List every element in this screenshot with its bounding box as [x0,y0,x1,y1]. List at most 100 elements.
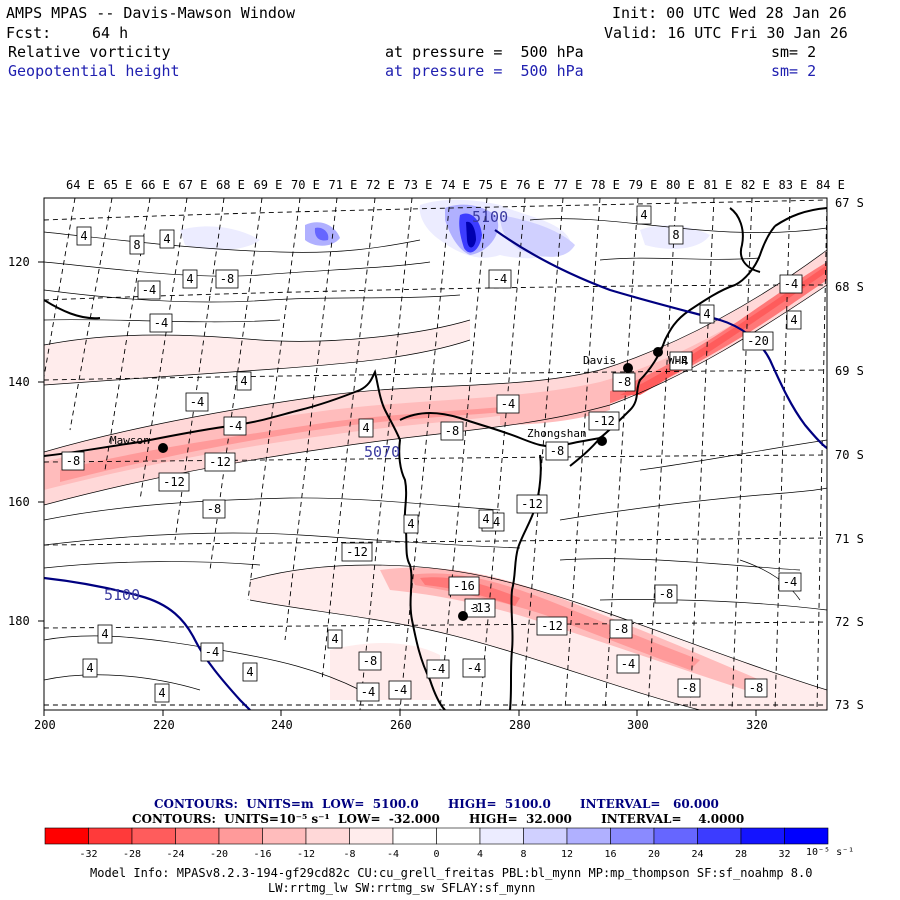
station-zhongshan: Zhongshan [527,427,607,446]
svg-text:4: 4 [331,632,338,646]
vorticity-label: -16 [448,576,480,596]
field1-level: at pressure = 500 hPa [385,43,584,61]
svg-text:-4: -4 [393,683,407,697]
svg-text:4: 4 [407,517,414,531]
height-contour-labels: 5100 5100 5070 [104,208,508,604]
colorbar-tick: 8 [520,849,526,860]
svg-text:4: 4 [790,313,797,327]
colorbar [44,827,829,845]
colorbar-swatch [436,827,481,845]
station-dot [458,611,468,621]
colorbar-tick: -12 [297,849,315,860]
colorbar-tick: 24 [691,849,703,860]
svg-text:4: 4 [482,512,489,526]
longitude-label: 67 E [179,178,208,192]
init-time: Init: 00 UTC Wed 28 Jan 26 [612,4,847,22]
vorticity-label: 4 [786,310,802,330]
vorticity-label: -4 [779,274,803,294]
vorticity-label: -12 [536,616,568,636]
forecast-hour: 64 h [92,24,129,42]
colorbar-tick: 32 [778,849,790,860]
colorbar-swatch [610,827,655,845]
vorticity-label: -12 [158,472,190,492]
svg-text:-8: -8 [617,375,631,389]
vorticity-label: -4 [185,392,209,412]
vorticity-label: -20 [742,331,774,351]
station-label: WHR [668,354,688,367]
vorticity-label: 4 [154,683,170,703]
svg-text:4: 4 [362,421,369,435]
vorticity-label: -8 [545,441,569,461]
longitude-label: 76 E [516,178,545,192]
vorticity-label: -4 [616,654,640,674]
colorbar-swatch [740,827,785,845]
plot-frame [43,197,828,711]
colorbar-swatch [131,827,176,845]
station-whr: WHR [653,347,688,367]
vorticity-label: 4 [236,371,252,391]
svg-text:4: 4 [640,208,647,222]
vorticity-label: 4 [403,514,419,534]
height-label: 5100 [104,586,140,604]
svg-text:-20: -20 [747,334,769,348]
vorticity-label: -8 [744,678,768,698]
height-contours [44,229,827,710]
vorticity-label: 4 [242,662,258,682]
svg-text:-4: -4 [493,272,507,286]
colorbar-swatch [262,827,307,845]
colorbar-tick: -16 [253,849,271,860]
longitude-label: 73 E [404,178,433,192]
height-label: 5100 [472,208,508,226]
vorticity-label: -4 [137,280,161,300]
vorticity-label: 8 [668,225,684,245]
colorbar-tick: -32 [79,849,97,860]
svg-text:-8: -8 [220,272,234,286]
longitude-label: 78 E [591,178,620,192]
station-label: Zhongshan [527,427,587,440]
svg-text:-12: -12 [163,475,185,489]
vorticity-label: -12 [588,411,620,431]
valid-time: Valid: 16 UTC Fri 30 Jan 26 [604,24,848,42]
model-info-line2: LW:rrtmg_lw SW:rrtmg_sw SFLAY:sf_mynn [268,881,536,895]
latitude-label: 69 S [835,364,864,378]
colorbar-swatch [697,827,742,845]
vorticity-contour-labels: 4 8 4 -4 4 -8 -4 4 -4 -4 -8 -12 -12 -8 4 -8 -12 -4 -8 -12 -4… [61,205,803,703]
vorticity-label: -8 [609,619,633,639]
svg-text:-4: -4 [361,685,375,699]
model-info-line1: Model Info: MPASv8.2.3-194-gf29cd82c CU:… [90,866,813,880]
vorticity-label: 4 [159,229,175,249]
vorticity-label: 4 [358,418,374,438]
vorticity-label: -4 [149,313,173,333]
svg-text:-12: -12 [593,414,615,428]
vorticity-label: -4 [223,416,247,436]
station-label: Mawson [110,434,150,447]
svg-text:-12: -12 [521,497,543,511]
forecast-label: Fcst: [6,24,52,42]
svg-text:-12: -12 [209,455,231,469]
latitude-label: 68 S [835,280,864,294]
vorticity-shading [44,199,827,710]
vorticity-label: 4 [478,509,494,529]
longitude-label: 77 E [554,178,583,192]
vorticity-label: -4 [496,394,520,414]
y-tick-label: 120 [8,255,30,269]
field2-level: at pressure = 500 hPa [385,62,584,80]
svg-text:-12: -12 [346,545,368,559]
svg-text:-4: -4 [190,395,204,409]
longitude-label: 80 E [666,178,695,192]
vorticity-label: -4 [200,642,224,662]
svg-text:-16: -16 [453,579,475,593]
vorticity-label: -4 [488,269,512,289]
station-dot [623,363,633,373]
svg-text:-8: -8 [66,454,80,468]
longitude-label: 66 E [141,178,170,192]
x-tick-label: 260 [390,718,412,732]
vorticity-label: -8 [61,451,85,471]
svg-text:4: 4 [240,374,247,388]
latitude-label: 70 S [835,448,864,462]
colorbar-tick: 16 [604,849,616,860]
colorbar-tick: 28 [735,849,747,860]
station-3: 3 [458,602,479,621]
longitude-label: 79 E [629,178,658,192]
